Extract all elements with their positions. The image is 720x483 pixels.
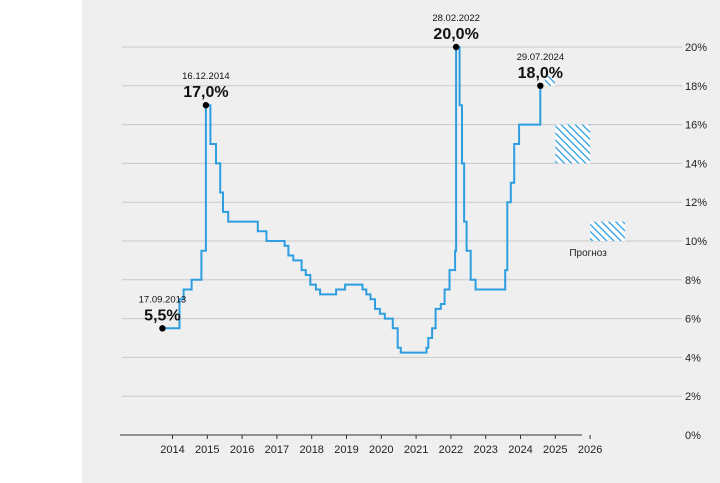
x-tick-label: 2014 xyxy=(160,444,184,456)
annotation-point xyxy=(202,102,210,109)
forecast-range xyxy=(590,221,625,241)
key-rate-chart: 0% 2% 4% 6% 8% 10% 12% 14% 16% 18% 20% Прогноз 201… xyxy=(120,13,707,456)
x-tick-label: 2020 xyxy=(369,444,393,456)
x-tick-label: 2017 xyxy=(265,444,289,456)
annotations: 17.09.2013 5,5% 16.12.2014 17,0% 28.02.2022 2… xyxy=(139,13,564,332)
annotation-point xyxy=(159,325,166,332)
x-tick-label: 2018 xyxy=(299,444,323,456)
forecast-range xyxy=(555,124,591,164)
x-tick-label: 2015 xyxy=(195,444,219,456)
x-tick-label: 2022 xyxy=(439,444,463,456)
y-tick-label: 20% xyxy=(685,42,707,54)
chart-panel: 0% 2% 4% 6% 8% 10% 12% 14% 16% 18% 20% Прогноз 201… xyxy=(82,0,720,483)
y-tick-label: 18% xyxy=(685,81,707,93)
y-tick-label: 8% xyxy=(685,275,701,287)
y-tick-label: 4% xyxy=(685,352,701,364)
forecast-range xyxy=(544,76,555,86)
forecast-label: Прогноз xyxy=(569,248,607,259)
annotation-point xyxy=(537,82,544,90)
y-tick-label: 12% xyxy=(685,197,707,209)
y-tick-label: 14% xyxy=(685,158,707,170)
annotation-value: 17,0% xyxy=(183,84,228,101)
x-tick-label: 2021 xyxy=(404,444,428,456)
y-tick-label: 6% xyxy=(685,314,701,326)
annotation-value: 18,0% xyxy=(518,65,563,82)
x-tick-label: 2024 xyxy=(508,444,532,456)
axes: 2014 2015 2016 2017 2018 2019 2020 2021 2022 2023… xyxy=(120,434,602,456)
forecast-ranges: Прогноз xyxy=(544,76,625,259)
y-tick-label: 2% xyxy=(685,391,701,403)
x-tick-label: 2025 xyxy=(543,444,567,456)
x-tick-label: 2016 xyxy=(230,444,254,456)
gridlines: 0% 2% 4% 6% 8% 10% 12% 14% 16% 18% 20% xyxy=(122,42,707,442)
x-tick-label: 2023 xyxy=(473,444,497,456)
series-layer xyxy=(162,46,544,354)
y-tick-label: 0% xyxy=(685,430,701,442)
y-tick-label: 16% xyxy=(685,120,707,132)
x-tick-label: 2026 xyxy=(578,444,602,456)
annotation-date: 29.07.2024 xyxy=(517,52,565,63)
y-tick-label: 10% xyxy=(685,236,707,248)
series-line-key-rate xyxy=(162,46,544,354)
annotation-value: 20,0% xyxy=(433,26,478,43)
annotation-point xyxy=(452,43,460,51)
annotation-value: 5,5% xyxy=(144,307,180,324)
x-tick-label: 2019 xyxy=(334,444,358,456)
annotation-date: 28.02.2022 xyxy=(432,13,480,24)
annotation-date: 16.12.2014 xyxy=(182,71,230,82)
annotation-date: 17.09.2013 xyxy=(139,294,187,305)
